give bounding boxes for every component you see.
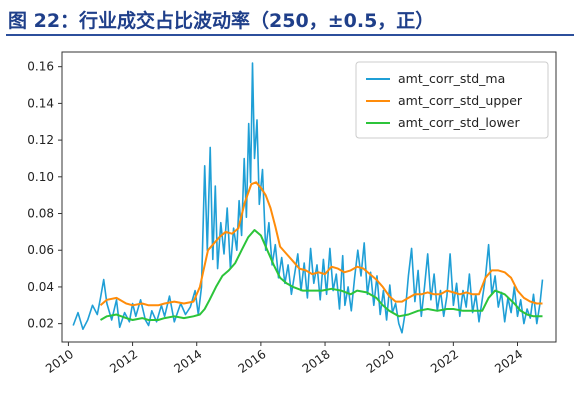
series-line-amt-corr-std-ma: [72, 62, 544, 334]
x-tick-label: 2014: [171, 347, 204, 376]
figure-title: 图 22：行业成交占比波动率（250，±0.5，正）: [8, 10, 435, 32]
legend-label: amt_corr_std_ma: [398, 71, 505, 86]
series-lines: [72, 62, 544, 334]
y-tick-label: 0.02: [27, 317, 54, 331]
figure-title-bar: 图 22：行业成交占比波动率（250，±0.5，正）: [0, 0, 581, 34]
x-tick-label: 2024: [492, 347, 525, 376]
legend-box: [355, 61, 549, 139]
x-tick-label: 2010: [43, 347, 76, 376]
x-tick-label: 2012: [107, 347, 140, 376]
x-tick-label: 2016: [236, 347, 269, 376]
legend-label: amt_corr_std_lower: [398, 115, 520, 130]
line-chart: 0.02 0.04 0.06 0.08 0.10 0.12 0.14 0.16 2010 2012…: [27, 51, 557, 376]
y-tick-label: 0.10: [27, 170, 54, 184]
y-tick-label: 0.06: [27, 243, 54, 257]
series-line-amt-corr-std-upper: [99, 181, 543, 307]
x-tick-label: 2022: [428, 347, 461, 376]
legend-label: amt_corr_std_upper: [398, 93, 523, 108]
y-tick-label: 0.16: [27, 60, 54, 74]
title-divider: [6, 34, 574, 36]
plot-frame: [61, 51, 557, 343]
series-line-amt-corr-std-lower: [99, 229, 543, 321]
y-tick-label: 0.12: [27, 133, 54, 147]
x-tick-label: 2020: [364, 347, 397, 376]
x-tick-label: 2018: [300, 347, 333, 376]
y-tick-label: 0.14: [27, 96, 54, 110]
y-tick-label: 0.04: [27, 280, 54, 294]
y-tick-label: 0.08: [27, 207, 54, 221]
legend: amt_corr_std_ma amt_corr_std_upper amt_cor…: [355, 61, 549, 139]
